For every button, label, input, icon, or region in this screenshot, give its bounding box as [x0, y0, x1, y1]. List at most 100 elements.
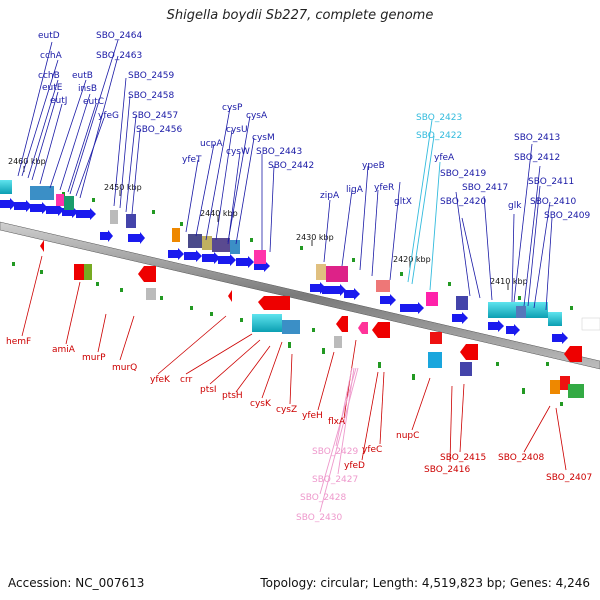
- gene-label[interactable]: murQ: [112, 363, 137, 373]
- feature-box[interactable]: [550, 380, 560, 394]
- feature-box[interactable]: [548, 312, 562, 326]
- gene-arrow[interactable]: [344, 288, 360, 300]
- gene-arrow[interactable]: [452, 312, 468, 324]
- feature-box[interactable]: [212, 238, 230, 252]
- gene-arrow[interactable]: [372, 322, 390, 338]
- gene-label[interactable]: hemF: [6, 337, 31, 347]
- gene-label[interactable]: SBO_2442: [268, 161, 314, 171]
- gene-label[interactable]: yfeK: [150, 375, 171, 385]
- gene-label[interactable]: crr: [180, 375, 192, 385]
- gene-arrow[interactable]: [138, 266, 156, 282]
- gene-label[interactable]: SBO_2410: [530, 197, 576, 207]
- gene-label[interactable]: ptsH: [222, 391, 243, 401]
- gene-label[interactable]: gltX: [394, 197, 412, 207]
- gene-label[interactable]: SBO_2427: [312, 475, 358, 485]
- gene-arrow[interactable]: [236, 256, 254, 268]
- gene-label[interactable]: eutB: [72, 71, 93, 81]
- feature-box[interactable]: [230, 240, 240, 254]
- gene-arrow[interactable]: [336, 316, 348, 332]
- feature-box[interactable]: [110, 210, 118, 224]
- feature-box[interactable]: [430, 332, 442, 344]
- gene-label[interactable]: SBO_2422: [416, 131, 462, 141]
- gene-label[interactable]: SBO_2429: [312, 447, 358, 457]
- forward-gene-track[interactable]: [0, 198, 568, 344]
- gene-arrow[interactable]: [46, 204, 64, 216]
- gene-label[interactable]: ligA: [346, 185, 364, 195]
- reverse-gene-track[interactable]: [40, 240, 584, 398]
- gene-label[interactable]: eutE: [42, 83, 63, 93]
- feature-box[interactable]: [316, 264, 326, 280]
- feature-box[interactable]: [254, 250, 266, 264]
- gene-arrow[interactable]: [506, 324, 520, 336]
- feature-box[interactable]: [568, 384, 584, 398]
- feature-box[interactable]: [74, 264, 84, 280]
- gene-arrow[interactable]: [258, 296, 290, 310]
- gene-arrow[interactable]: [488, 320, 504, 332]
- gene-label[interactable]: yfeT: [182, 155, 202, 165]
- gene-label[interactable]: SBO_2407: [546, 473, 592, 483]
- gene-label[interactable]: eutC: [83, 97, 104, 107]
- feature-box[interactable]: [84, 264, 92, 280]
- gene-label[interactable]: cysK: [250, 399, 272, 409]
- gene-label[interactable]: SBO_2459: [128, 71, 174, 81]
- gene-label[interactable]: SBO_2463: [96, 51, 142, 61]
- gene-label[interactable]: SBO_2417: [462, 183, 508, 193]
- feature-box[interactable]: [172, 228, 180, 242]
- feature-box[interactable]: [126, 214, 136, 228]
- gene-label[interactable]: nupC: [396, 431, 419, 441]
- gene-label[interactable]: SBO_2423: [416, 113, 462, 123]
- feature-box[interactable]: [428, 352, 442, 368]
- gene-label[interactable]: cysP: [222, 103, 243, 113]
- gene-label[interactable]: yfeD: [344, 461, 365, 471]
- gene-label[interactable]: flxA: [328, 417, 346, 427]
- feature-box[interactable]: [0, 180, 12, 194]
- gene-arrow[interactable]: [380, 294, 396, 306]
- gene-arrow[interactable]: [14, 200, 32, 212]
- gene-label[interactable]: cysZ: [276, 405, 297, 415]
- gene-label[interactable]: SBO_2443: [256, 147, 302, 157]
- gene-arrow[interactable]: [322, 284, 346, 296]
- gene-arrow[interactable]: [30, 202, 48, 214]
- gene-label[interactable]: yfeR: [374, 183, 394, 193]
- feature-box[interactable]: [516, 306, 526, 318]
- feature-box[interactable]: [581, 317, 600, 331]
- gene-label[interactable]: SBO_2416: [424, 465, 470, 475]
- feature-box[interactable]: [560, 376, 570, 390]
- gene-label[interactable]: SBO_2420: [440, 197, 486, 207]
- gene-label[interactable]: ucpA: [200, 139, 223, 149]
- gene-arrow[interactable]: [552, 332, 568, 344]
- gene-label[interactable]: cchA: [40, 51, 63, 61]
- gene-label[interactable]: zipA: [320, 191, 340, 201]
- gene-label[interactable]: SBO_2457: [132, 111, 178, 121]
- gene-label[interactable]: ptsI: [200, 385, 217, 395]
- feature-box[interactable]: [202, 236, 212, 250]
- gene-label[interactable]: cchB: [38, 71, 60, 81]
- gene-label[interactable]: SBO_2419: [440, 169, 486, 179]
- gene-label[interactable]: yfeH: [302, 411, 323, 421]
- gene-arrow[interactable]: [100, 230, 113, 242]
- feature-box[interactable]: [56, 194, 64, 206]
- feature-box[interactable]: [146, 288, 156, 300]
- gene-label[interactable]: insB: [78, 84, 97, 94]
- feature-box[interactable]: [282, 320, 300, 334]
- gene-label[interactable]: cysM: [252, 133, 275, 143]
- gene-label[interactable]: amiA: [52, 345, 76, 355]
- gene-arrow[interactable]: [460, 344, 478, 360]
- gene-label[interactable]: SBO_2428: [300, 493, 346, 503]
- feature-box[interactable]: [460, 362, 472, 376]
- gene-arrow[interactable]: [228, 290, 232, 302]
- gene-arrow[interactable]: [0, 198, 16, 210]
- gene-label[interactable]: ypeB: [362, 161, 385, 171]
- gene-label[interactable]: SBO_2413: [514, 133, 560, 143]
- feature-box[interactable]: [64, 196, 74, 210]
- gene-label[interactable]: cysW: [226, 147, 250, 157]
- gene-label[interactable]: cysA: [246, 111, 268, 121]
- gene-label[interactable]: SBO_2409: [544, 211, 590, 221]
- gene-label[interactable]: SBO_2458: [128, 91, 174, 101]
- feature-box[interactable]: [334, 336, 342, 348]
- gene-label[interactable]: SBO_2464: [96, 31, 142, 41]
- feature-box[interactable]: [456, 296, 468, 310]
- gene-arrow[interactable]: [358, 322, 368, 334]
- gene-arrow[interactable]: [564, 346, 582, 362]
